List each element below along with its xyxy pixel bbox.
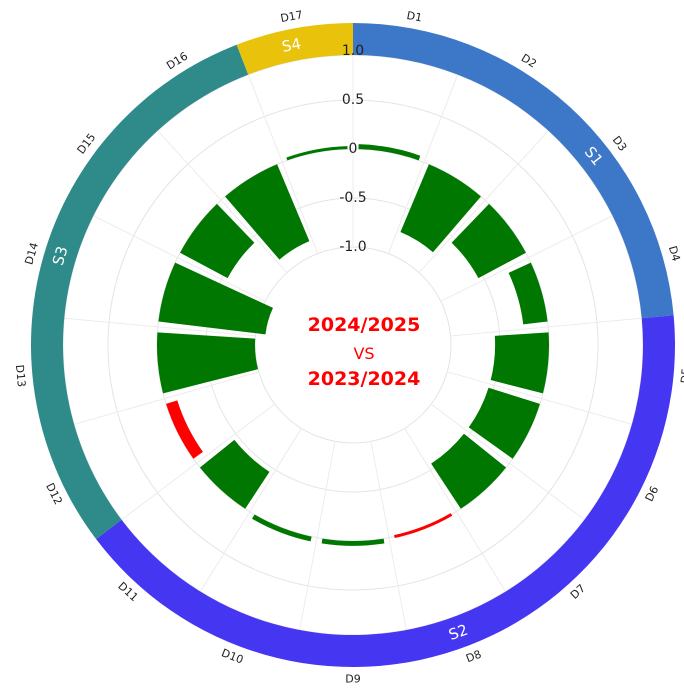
group-segment-s1: [353, 23, 674, 319]
grid-spoke: [430, 403, 585, 521]
bar-d11: [199, 439, 270, 509]
category-label-d6: D6: [643, 484, 662, 504]
bar-d3: [451, 203, 526, 279]
group-label-s2: S2: [446, 621, 470, 644]
category-label-d16: D16: [164, 50, 190, 73]
category-label-d12: D12: [43, 481, 65, 507]
category-label-d10: D10: [220, 646, 246, 666]
bar-d9: [321, 538, 385, 546]
grid-spoke: [247, 74, 319, 254]
category-label-d2: D2: [519, 51, 539, 70]
grid-spoke: [370, 441, 407, 631]
radial-tick-label: -1.0: [339, 239, 366, 255]
category-label-d9: D9: [345, 673, 360, 686]
group-segment-s2: [96, 315, 675, 667]
bar-d13: [157, 332, 259, 394]
bar-d1: [358, 144, 421, 161]
group-segment-s3: [30, 44, 249, 540]
center-title-vs: VS: [353, 344, 375, 363]
radial-ticks: 1.0 0.5 0 -0.5 -1.0: [339, 43, 366, 255]
group-label-s4: S4: [280, 35, 302, 56]
bar-d8: [394, 513, 453, 539]
bar-d17: [286, 146, 348, 161]
bar-d4: [508, 262, 548, 325]
category-label-d8: D8: [464, 648, 483, 666]
grid-spoke: [440, 215, 613, 302]
center-title-current: 2024/2025: [307, 314, 421, 336]
grid-spoke: [199, 428, 302, 592]
group-label-s3: S3: [49, 244, 72, 267]
category-label-d5: D5: [678, 368, 684, 385]
grid-spoke: [447, 371, 633, 425]
group-segment-s4: [236, 23, 353, 75]
category-label-d4: D4: [666, 244, 683, 262]
radial-tick-label: 0: [349, 141, 358, 157]
chart-bars: [157, 144, 549, 546]
category-label-d7: D7: [568, 582, 588, 602]
category-label-d17: D17: [279, 8, 303, 25]
bar-d14: [158, 262, 273, 335]
radial-tick-label: -0.5: [339, 190, 366, 206]
category-label-d3: D3: [610, 134, 630, 154]
bar-d6: [468, 387, 540, 459]
grid-spoke: [299, 441, 336, 631]
bar-d7: [431, 433, 507, 509]
grid-spoke: [93, 215, 266, 302]
category-label-d1: D1: [406, 9, 424, 25]
grid-spoke: [418, 130, 549, 273]
bar-d10: [252, 514, 312, 542]
grid-spoke: [450, 317, 642, 337]
radial-tick-label: 1.0: [342, 43, 364, 59]
grid-spoke: [64, 317, 256, 337]
bar-d5: [490, 332, 549, 394]
grid-spoke: [73, 371, 259, 425]
bar-d2: [400, 164, 481, 253]
category-label-d13: D13: [13, 364, 28, 388]
bar-d12: [166, 400, 203, 459]
grid-spoke: [387, 74, 459, 254]
grid-spoke: [157, 130, 288, 273]
grid-spoke: [121, 403, 276, 521]
grid-spoke: [404, 428, 507, 592]
bar-d15: [180, 203, 255, 279]
center-title-previous: 2023/2024: [307, 368, 421, 390]
category-label-d14: D14: [22, 241, 41, 266]
radial-tick-label: 0.5: [342, 92, 364, 108]
bar-d16: [225, 164, 310, 260]
